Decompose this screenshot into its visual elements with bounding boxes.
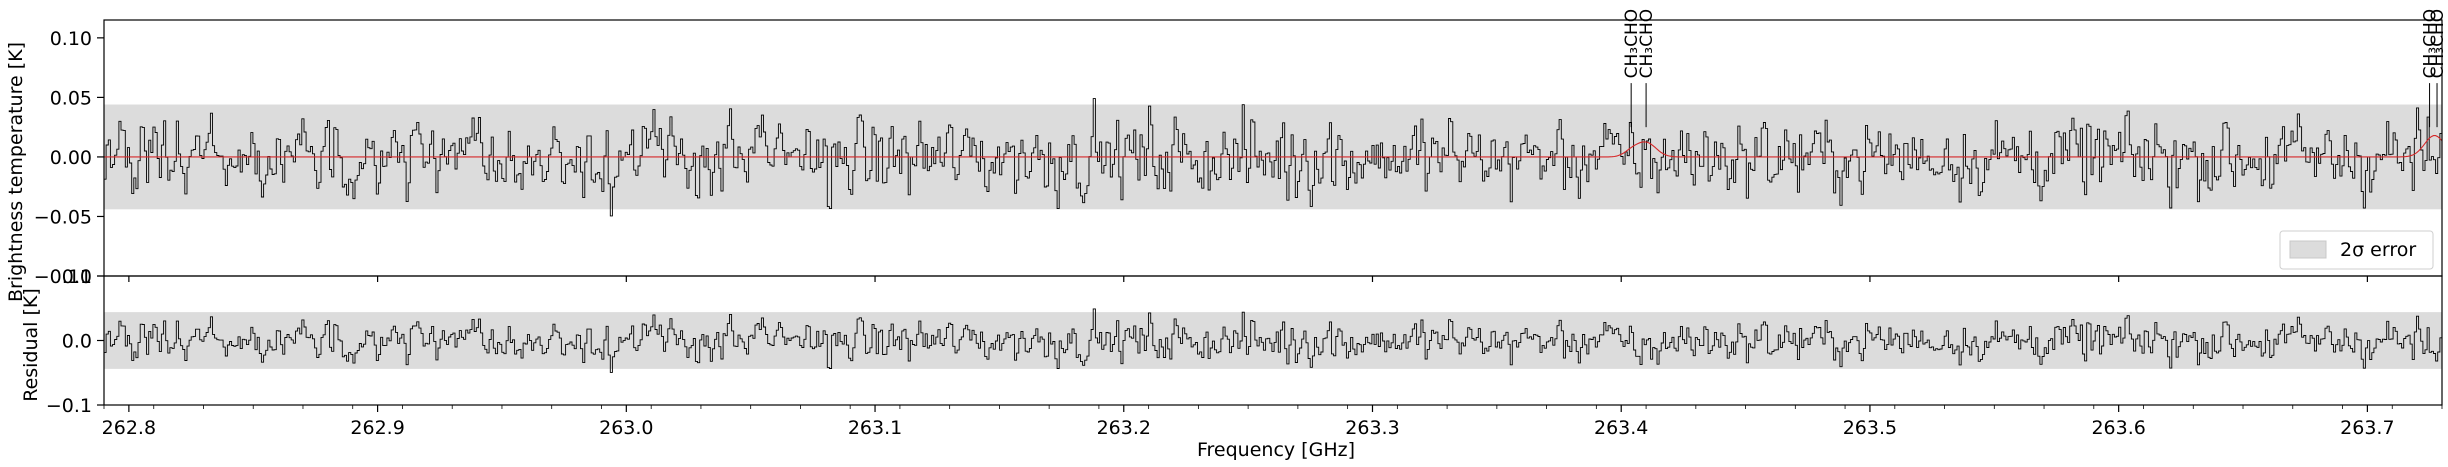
residual-spectrum-line xyxy=(104,308,2443,373)
observed-spectrum-line xyxy=(104,98,2443,217)
x-tick-label: 263.6 xyxy=(2091,417,2145,439)
x-tick-label: 263.7 xyxy=(2340,417,2394,439)
line-id-label: CH₃CHO xyxy=(1622,9,1642,79)
top-y-tick-label: 0.00 xyxy=(50,147,92,169)
x-ticks: 262.8 262.9 263.0 263.1 263.2 263.3 263.4 263.5… xyxy=(102,276,2443,439)
bottom-y-axis-label: Residual [K] xyxy=(20,288,42,402)
top-y-tick-label: 0.10 xyxy=(50,28,92,50)
line-id-label: CH₃CHO xyxy=(1637,9,1657,79)
bottom-panel: 0.1 0.0 −0.1 262.8 262.9 263.0 263.1 263.2 263.… xyxy=(20,266,2443,461)
bottom-y-tick-label: −0.1 xyxy=(46,395,92,417)
x-tick-label: 263.3 xyxy=(1345,417,1399,439)
x-tick-label: 263.4 xyxy=(1594,417,1648,439)
bottom-y-tick-label: 0.0 xyxy=(62,331,92,353)
top-y-axis-label: Brightness temperature [K] xyxy=(5,42,27,302)
legend-label-error-band: 2σ error xyxy=(2340,239,2416,261)
line-id-label: CH₃CHO xyxy=(2421,9,2441,79)
line-id-label: CH₃CHO xyxy=(2428,9,2448,79)
x-tick-label: 263.0 xyxy=(599,417,653,439)
x-tick-label: 263.2 xyxy=(1097,417,1151,439)
legend: 2σ error xyxy=(2279,230,2434,270)
x-axis-label: Frequency [GHz] xyxy=(1197,439,1355,461)
x-tick-label: 263.1 xyxy=(848,417,902,439)
x-tick-label: 263.5 xyxy=(1843,417,1897,439)
top-y-tick-label: −0.05 xyxy=(34,206,92,228)
model-spectrum-line xyxy=(104,135,2443,158)
legend-swatch-error-band xyxy=(2289,240,2327,259)
x-tick-label: 262.8 xyxy=(102,417,156,439)
bottom-y-tick-label: 0.1 xyxy=(62,266,92,288)
top-y-ticks: 0.10 0.05 0.00 −0.05 −0.10 xyxy=(34,28,104,288)
x-tick-label: 262.9 xyxy=(350,417,404,439)
bottom-y-ticks: 0.1 0.0 −0.1 xyxy=(46,266,104,417)
top-y-tick-label: −0.10 xyxy=(34,266,92,288)
top-y-tick-label: 0.05 xyxy=(50,87,92,109)
